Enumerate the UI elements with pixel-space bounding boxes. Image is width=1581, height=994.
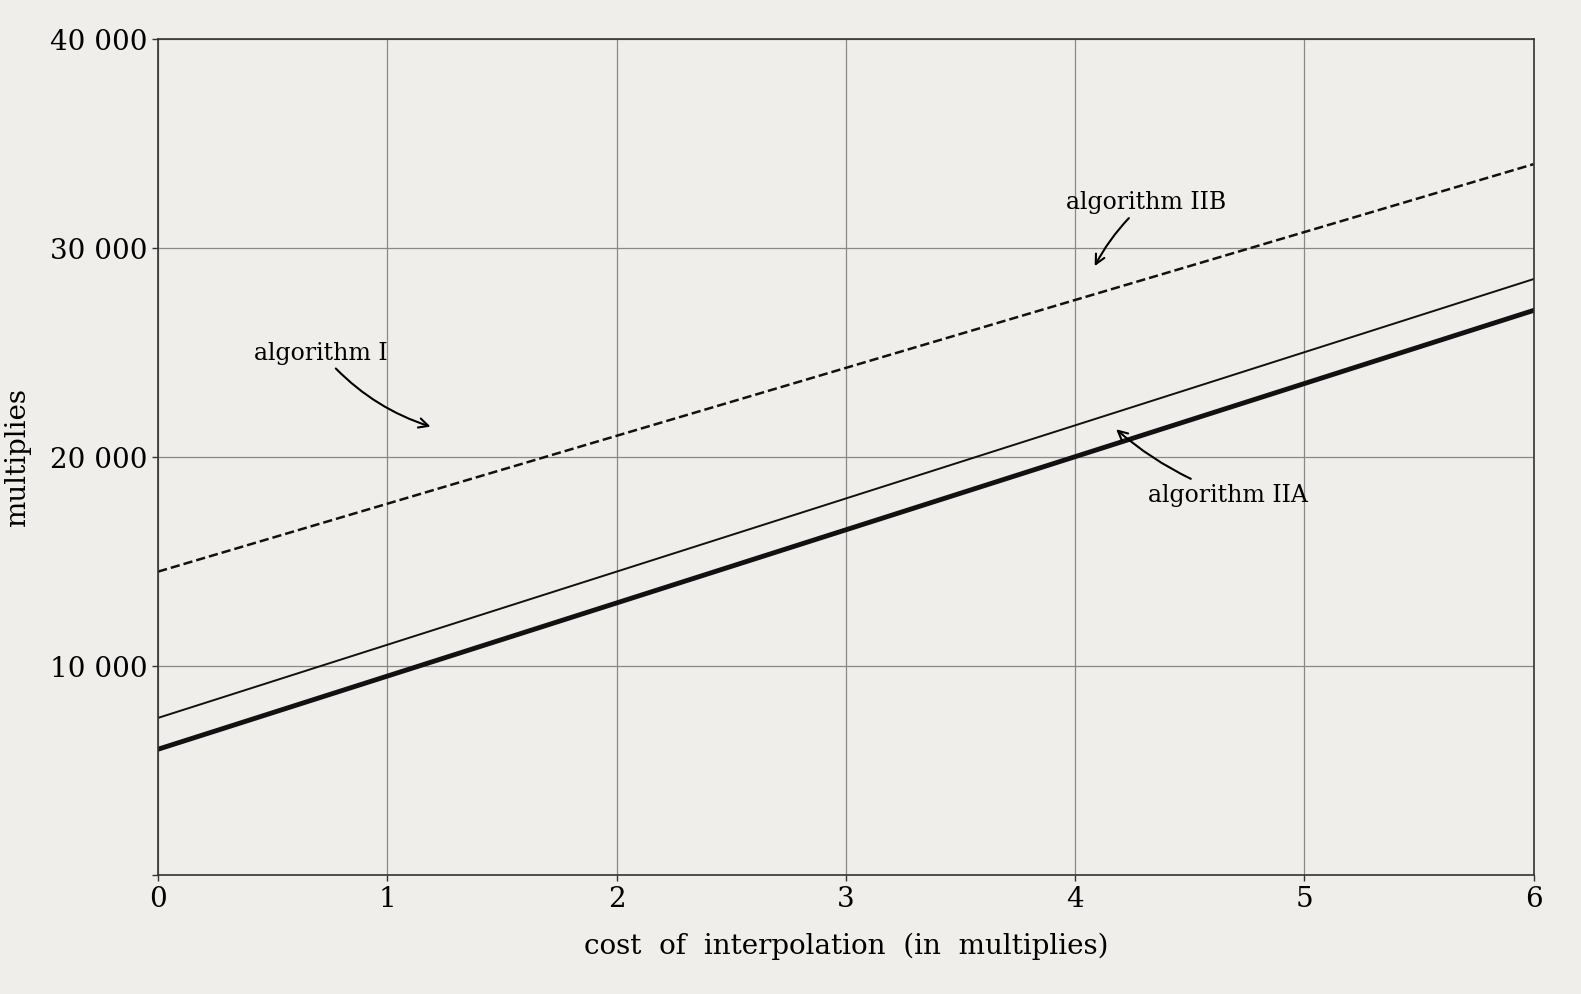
Text: algorithm IIB: algorithm IIB xyxy=(1066,191,1227,264)
Y-axis label: multiplies: multiplies xyxy=(3,388,30,527)
X-axis label: cost  of  interpolation  (in  multiplies): cost of interpolation (in multiplies) xyxy=(583,931,1108,959)
Text: algorithm I: algorithm I xyxy=(255,341,428,428)
Text: algorithm IIA: algorithm IIA xyxy=(1118,431,1309,506)
